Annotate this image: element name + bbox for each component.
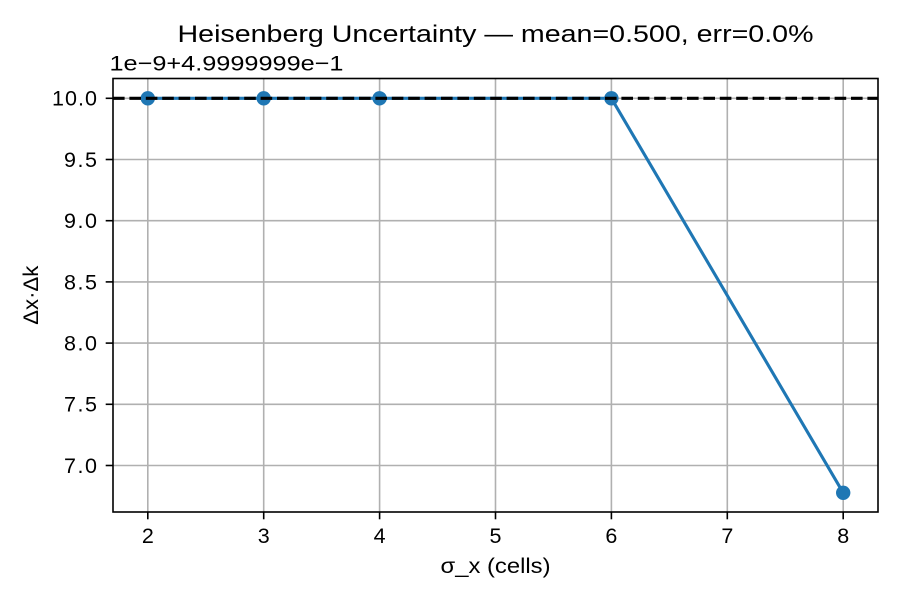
svg-text:1e−9+4.9999999e−1: 1e−9+4.9999999e−1 xyxy=(110,52,344,76)
svg-text:σ_x (cells): σ_x (cells) xyxy=(441,554,551,578)
svg-text:4: 4 xyxy=(374,524,386,548)
svg-text:10.0: 10.0 xyxy=(52,87,97,111)
svg-text:Δx·Δk: Δx·Δk xyxy=(19,266,43,325)
svg-text:7: 7 xyxy=(721,524,733,548)
svg-text:7.0: 7.0 xyxy=(64,454,97,478)
svg-text:9.0: 9.0 xyxy=(64,209,97,233)
svg-text:2: 2 xyxy=(142,524,154,548)
svg-text:7.5: 7.5 xyxy=(64,393,97,417)
svg-text:8.0: 8.0 xyxy=(64,332,97,356)
svg-text:Heisenberg Uncertainty — mean=: Heisenberg Uncertainty — mean=0.500, err… xyxy=(178,21,814,48)
svg-text:3: 3 xyxy=(258,524,270,548)
svg-text:9.5: 9.5 xyxy=(64,148,97,172)
svg-text:6: 6 xyxy=(605,524,617,548)
svg-text:8: 8 xyxy=(837,524,849,548)
svg-text:5: 5 xyxy=(490,524,502,548)
svg-text:8.5: 8.5 xyxy=(64,270,97,294)
